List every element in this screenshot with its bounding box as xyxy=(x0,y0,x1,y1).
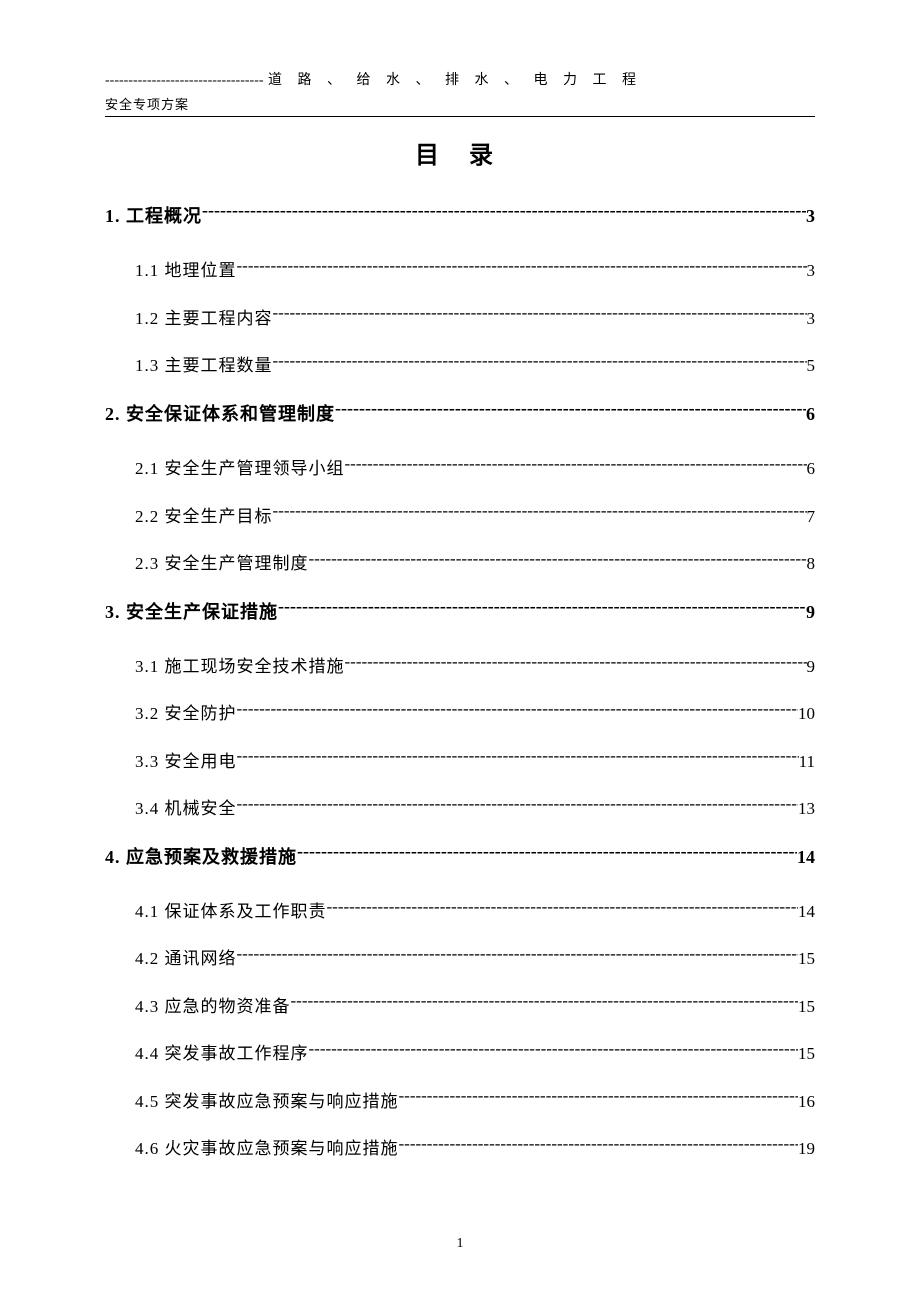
toc-leader xyxy=(237,794,799,814)
header-rule xyxy=(105,116,815,117)
toc-page: 13 xyxy=(798,799,815,819)
toc-leader xyxy=(237,944,799,964)
toc-entry: 2. 安全保证体系和管理制度 6 xyxy=(105,398,815,426)
toc-page: 16 xyxy=(798,1092,815,1112)
toc-label: 4.5 突发事故应急预案与响应措施 xyxy=(135,1087,399,1112)
toc-entry: 1.2 主要工程内容 3 xyxy=(105,303,815,328)
toc-entry: 4.6 火灾事故应急预案与响应措施 19 xyxy=(105,1134,815,1159)
toc-title: 目 录 xyxy=(105,135,815,170)
toc-entry: 3. 安全生产保证措施 9 xyxy=(105,596,815,624)
toc-entry: 4. 应急预案及救援措施 14 xyxy=(105,841,815,869)
toc-page: 14 xyxy=(797,847,815,868)
toc-entry: 2.3 安全生产管理制度 8 xyxy=(105,549,815,574)
toc-label: 2.2 安全生产目标 xyxy=(135,502,273,527)
toc-label: 4.1 保证体系及工作职责 xyxy=(135,897,327,922)
header-dashes: ---------------------------------- xyxy=(105,73,264,88)
toc-page: 10 xyxy=(798,704,815,724)
header-main-text: 道 路 、 给 水 、 排 水 、 电 力 工 程 xyxy=(268,73,642,88)
toc-label: 1. 工程概况 xyxy=(105,202,202,228)
document-page: ---------------------------------- 道 路 、… xyxy=(0,0,920,1231)
toc-entry: 4.2 通讯网络 15 xyxy=(105,944,815,969)
toc-page: 15 xyxy=(798,949,815,969)
toc-label: 3.3 安全用电 xyxy=(135,747,237,772)
toc-leader xyxy=(399,1086,799,1106)
toc-label: 2.3 安全生产管理制度 xyxy=(135,549,309,574)
toc-entry: 4.5 突发事故应急预案与响应措施 16 xyxy=(105,1086,815,1111)
toc-leader xyxy=(291,991,799,1011)
toc-entry: 1.1 地理位置 3 xyxy=(105,256,815,281)
toc-label: 4.2 通讯网络 xyxy=(135,944,237,969)
toc-entry: 1. 工程概况 3 xyxy=(105,200,815,228)
toc-entry: 1.3 主要工程数量 5 xyxy=(105,351,815,376)
toc-entry: 4.1 保证体系及工作职责 14 xyxy=(105,897,815,922)
toc-leader xyxy=(273,501,807,521)
toc-label: 4. 应急预案及救援措施 xyxy=(105,843,297,869)
toc-label: 3. 安全生产保证措施 xyxy=(105,598,278,624)
toc-leader xyxy=(345,454,807,474)
toc-page: 11 xyxy=(799,752,815,772)
toc-leader xyxy=(309,1039,799,1059)
toc-page: 9 xyxy=(806,602,815,623)
toc-leader xyxy=(273,303,807,323)
toc-label: 1.3 主要工程数量 xyxy=(135,351,273,376)
toc-page: 7 xyxy=(807,507,816,527)
toc-entry: 4.4 突发事故工作程序 15 xyxy=(105,1039,815,1064)
toc-leader xyxy=(399,1134,799,1154)
toc-page: 9 xyxy=(807,657,816,677)
toc-page: 8 xyxy=(807,554,816,574)
toc-entry: 2.2 安全生产目标 7 xyxy=(105,501,815,526)
toc-page: 3 xyxy=(807,261,816,281)
toc-leader xyxy=(237,699,799,719)
toc-page: 15 xyxy=(798,1044,815,1064)
toc-label: 3.4 机械安全 xyxy=(135,794,237,819)
toc-label: 4.3 应急的物资准备 xyxy=(135,992,291,1017)
toc-leader xyxy=(345,652,807,672)
toc-entry: 3.1 施工现场安全技术措施 9 xyxy=(105,652,815,677)
toc-page: 19 xyxy=(798,1139,815,1159)
toc-label: 2. 安全保证体系和管理制度 xyxy=(105,400,335,426)
toc-label: 4.6 火灾事故应急预案与响应措施 xyxy=(135,1134,399,1159)
toc-leader xyxy=(237,746,799,766)
toc-entry: 4.3 应急的物资准备 15 xyxy=(105,991,815,1016)
toc-leader xyxy=(309,549,807,569)
toc-label: 4.4 突发事故工作程序 xyxy=(135,1039,309,1064)
toc-page: 5 xyxy=(807,356,816,376)
toc-leader xyxy=(297,841,797,863)
toc-entry: 2.1 安全生产管理领导小组 6 xyxy=(105,454,815,479)
toc-page: 15 xyxy=(798,997,815,1017)
toc-entry: 3.3 安全用电 11 xyxy=(105,746,815,771)
toc-label: 1.2 主要工程内容 xyxy=(135,304,273,329)
toc-entry: 3.2 安全防护 10 xyxy=(105,699,815,724)
toc-label: 3.2 安全防护 xyxy=(135,699,237,724)
toc-label: 1.1 地理位置 xyxy=(135,256,237,281)
toc-page: 3 xyxy=(806,206,815,227)
toc-page: 6 xyxy=(806,404,815,425)
toc-container: 1. 工程概况 3 1.1 地理位置 3 1.2 主要工程内容 3 1.3 主要工程数量 5 2… xyxy=(105,200,815,1159)
toc-leader xyxy=(237,256,807,276)
header-subtitle: 安全专项方案 xyxy=(105,94,815,113)
page-number: 1 xyxy=(0,1236,920,1252)
toc-leader xyxy=(278,596,806,618)
toc-page: 3 xyxy=(807,309,816,329)
header-line: ---------------------------------- 道 路 、… xyxy=(105,70,815,92)
toc-leader xyxy=(273,351,807,371)
toc-page: 6 xyxy=(807,459,816,479)
toc-label: 3.1 施工现场安全技术措施 xyxy=(135,652,345,677)
toc-leader xyxy=(335,398,806,420)
toc-page: 14 xyxy=(798,902,815,922)
toc-entry: 3.4 机械安全 13 xyxy=(105,794,815,819)
toc-label: 2.1 安全生产管理领导小组 xyxy=(135,454,345,479)
toc-leader xyxy=(327,897,799,917)
toc-leader xyxy=(202,200,806,222)
